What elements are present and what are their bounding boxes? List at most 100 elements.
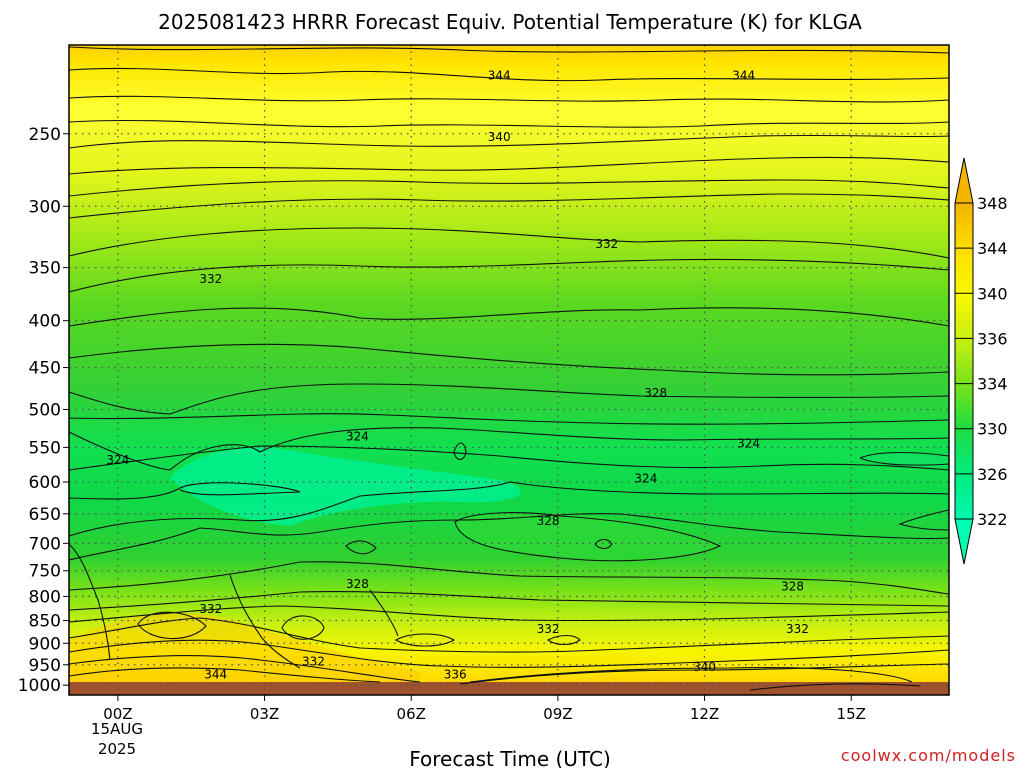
y-axis: 2503003504004505005506006507007508008509…	[18, 125, 69, 696]
contour-line	[69, 561, 949, 595]
colorbar-label: 330	[977, 420, 1008, 439]
cool-pocket	[170, 447, 521, 526]
contour-line	[898, 509, 949, 531]
contour-label: 332	[595, 237, 618, 251]
y-tick-label: 350	[29, 259, 61, 279]
contour-line	[69, 46, 949, 54]
contour-label: 344	[204, 667, 227, 681]
contour-line	[69, 193, 949, 219]
contour-line	[69, 134, 949, 149]
grid-lines	[69, 45, 949, 695]
x-tick-label: 09Z	[543, 705, 572, 723]
colorbar-label: 348	[977, 194, 1008, 213]
colorbar-label: 326	[977, 465, 1008, 484]
contour-line	[69, 543, 111, 661]
contour-labels: 344 344 340 332 332 328 324 324 324 324 328 328 328 3…	[106, 69, 809, 682]
contour-line	[229, 574, 301, 669]
contour-line	[69, 179, 949, 197]
contour-line	[469, 667, 913, 683]
contour-line	[453, 442, 467, 461]
contour-line	[69, 383, 949, 415]
colorbar-label: 344	[977, 239, 1008, 258]
y-tick-label: 1000	[18, 676, 61, 696]
contour-line	[69, 427, 949, 471]
contour-line	[459, 663, 949, 685]
contour-label: 332	[199, 272, 222, 286]
contour-line	[454, 512, 722, 562]
colorbar-label: 334	[977, 375, 1008, 394]
contour-label: 340	[693, 660, 716, 674]
contour-label: 324	[106, 453, 129, 467]
contour-line	[546, 634, 581, 646]
contour-line	[69, 156, 949, 175]
contour-label: 324	[634, 472, 657, 486]
contour-lines	[69, 46, 949, 691]
contour-line	[69, 445, 949, 471]
contour-label: 332	[302, 654, 325, 668]
contour-line	[69, 258, 949, 293]
contour-line	[69, 227, 949, 259]
colorbar: 322 326 330 334 336 340 344 348	[954, 157, 1008, 565]
contour-line	[69, 513, 949, 561]
x-tick-label: 15Z	[837, 705, 866, 723]
contour-label: 336	[444, 667, 467, 681]
contour-label: 324	[346, 429, 369, 443]
colorbar-top-extend	[954, 157, 974, 204]
contour-label: 332	[786, 622, 809, 636]
field-fill	[69, 45, 949, 695]
contour-line	[69, 655, 421, 683]
x-tick-label: 00Z	[103, 705, 132, 723]
contour-label: 328	[537, 514, 560, 528]
contour-line	[394, 633, 456, 647]
contour-line	[69, 307, 949, 327]
colorbar-label: 322	[977, 510, 1008, 529]
contour-line	[859, 451, 949, 466]
colorbar-bottom-extend	[954, 518, 974, 565]
contour-line	[137, 611, 207, 640]
y-tick-label: 400	[29, 312, 61, 332]
y-tick-label: 700	[29, 534, 61, 554]
y-tick-label: 550	[29, 438, 61, 458]
contour-line	[69, 95, 949, 103]
x-tick-label: 06Z	[397, 705, 426, 723]
y-tick-label: 600	[29, 473, 61, 493]
y-tick-label: 500	[29, 400, 61, 420]
y-tick-label: 300	[29, 197, 61, 217]
contour-line	[345, 540, 377, 555]
contour-line	[69, 119, 949, 128]
contour-line	[594, 538, 613, 550]
contour-line	[369, 589, 399, 637]
plot-area: 344 344 340 332 332 328 324 324 324 324 328 328 328 3…	[69, 45, 949, 695]
contour-label: 328	[781, 579, 804, 593]
contour-line	[69, 639, 949, 668]
chart-title: 2025081423 HRRR Forecast Equiv. Potentia…	[158, 10, 862, 34]
contour-label: 328	[346, 577, 369, 591]
y-tick-label: 950	[29, 656, 61, 676]
contour-line	[69, 343, 949, 376]
y-tick-label: 850	[29, 612, 61, 632]
contour-line	[69, 667, 381, 683]
colorbar-label: 336	[977, 329, 1008, 348]
colorbar-label: 340	[977, 284, 1008, 303]
contour-line	[69, 482, 301, 500]
x-axis: 00Z 03Z 06Z 09Z 12Z 15Z	[103, 695, 866, 723]
x-date-label-day: 15AUG	[91, 720, 143, 738]
colorbar-body	[954, 202, 974, 520]
x-date-label-year: 2025	[98, 740, 136, 758]
y-tick-label: 800	[29, 587, 61, 607]
contour-label: 344	[732, 69, 755, 83]
warm-lowlevel	[69, 612, 420, 695]
contour-line	[69, 591, 949, 611]
contour-label: 324	[737, 437, 760, 451]
credit-text: coolwx.com/models	[841, 746, 1016, 765]
contour-label: 328	[644, 386, 667, 400]
contour-line	[281, 615, 325, 640]
contour-label: 344	[488, 69, 511, 83]
contour-label: 332	[537, 622, 560, 636]
x-tick-label: 03Z	[250, 705, 279, 723]
plot-border	[68, 44, 950, 696]
x-axis-label: Forecast Time (UTC)	[409, 747, 611, 768]
ground	[69, 682, 949, 695]
contour-label: 332	[199, 602, 222, 616]
